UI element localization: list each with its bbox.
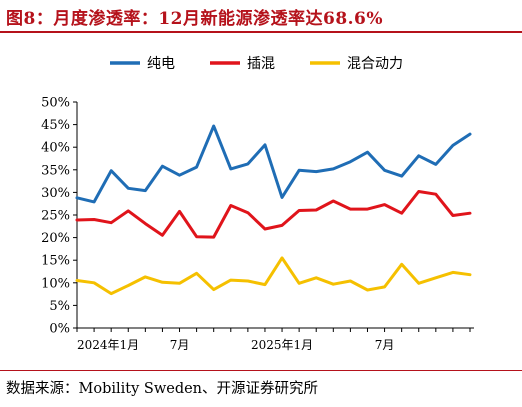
- title-divider: [0, 31, 522, 33]
- series-line-0: [75, 124, 472, 204]
- y-tick-label: 10%: [41, 276, 70, 291]
- x-tick-label: 2025年1月: [251, 338, 313, 352]
- chart-axes: 0% 5% 10% 15% 20% 25% 30% 35% 40% 45% 50% 2024年1月 7月…: [41, 96, 474, 352]
- y-tick-label: 20%: [41, 231, 70, 246]
- x-tick-label: 7月: [170, 338, 190, 352]
- y-tick-label: 15%: [41, 254, 70, 269]
- legend-label-1: 插混: [247, 56, 275, 72]
- chart-title: 图8：月度渗透率：12月新能源渗透率达68.6%: [6, 9, 384, 29]
- y-tick-label: 35%: [41, 163, 70, 178]
- legend: 纯电 插混 混合动力: [110, 56, 403, 72]
- y-tick-label: 50%: [41, 96, 70, 111]
- series-line-1: [75, 190, 472, 239]
- x-tick-label: 2024年1月: [77, 338, 139, 352]
- y-tick-label: 5%: [49, 299, 70, 314]
- x-tick-label: 7月: [375, 338, 395, 352]
- y-tick-label: 45%: [41, 118, 70, 133]
- source-note: 数据来源：Mobility Sweden、开源证券研究所: [6, 381, 319, 397]
- y-tick-label: 30%: [41, 186, 70, 201]
- series-line-2: [75, 256, 472, 296]
- y-tick-label: 0%: [49, 322, 70, 337]
- legend-label-0: 纯电: [147, 56, 175, 72]
- line-chart: 纯电 插混 混合动力 0% 5% 10% 15% 20% 25% 30% 35% 40% 45% 50%…: [41, 56, 474, 352]
- y-tick-label: 40%: [41, 141, 70, 156]
- chart-series: [75, 124, 472, 296]
- y-tick-label: 25%: [41, 209, 70, 224]
- legend-label-2: 混合动力: [347, 56, 403, 72]
- source-divider: [0, 370, 522, 371]
